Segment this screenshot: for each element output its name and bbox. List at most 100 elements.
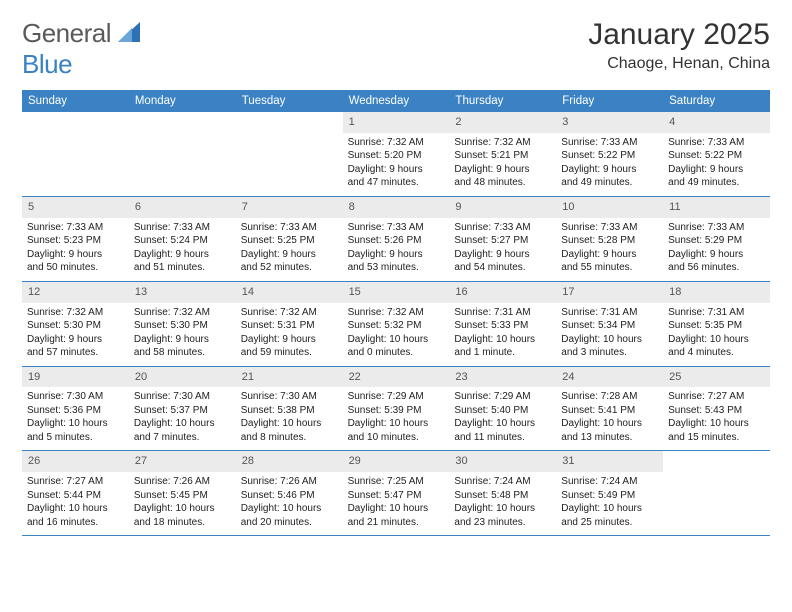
- sunrise-text: Sunrise: 7:33 AM: [561, 136, 658, 150]
- sunset-text: Sunset: 5:41 PM: [561, 404, 658, 418]
- day-number: 29: [343, 451, 450, 472]
- daylight-text: Daylight: 9 hours: [27, 333, 124, 347]
- daylight-text: Daylight: 9 hours: [561, 163, 658, 177]
- daylight-text: Daylight: 10 hours: [241, 502, 338, 516]
- daylight-text: Daylight: 10 hours: [561, 417, 658, 431]
- daylight-text: and 25 minutes.: [561, 516, 658, 530]
- daylight-text: and 58 minutes.: [134, 346, 231, 360]
- daylight-text: and 3 minutes.: [561, 346, 658, 360]
- sunset-text: Sunset: 5:30 PM: [27, 319, 124, 333]
- daylight-text: Daylight: 9 hours: [668, 248, 765, 262]
- daylight-text: and 49 minutes.: [668, 176, 765, 190]
- day-number: 17: [556, 282, 663, 303]
- day-number: 26: [22, 451, 129, 472]
- daylight-text: Daylight: 10 hours: [134, 502, 231, 516]
- sunrise-text: Sunrise: 7:30 AM: [241, 390, 338, 404]
- day-number: 12: [22, 282, 129, 303]
- day-number: 2: [449, 112, 556, 133]
- day-number: 8: [343, 197, 450, 218]
- day-cell: 3Sunrise: 7:33 AMSunset: 5:22 PMDaylight…: [556, 112, 663, 196]
- sunrise-text: Sunrise: 7:32 AM: [27, 306, 124, 320]
- daylight-text: and 10 minutes.: [348, 431, 445, 445]
- sunset-text: Sunset: 5:43 PM: [668, 404, 765, 418]
- daylight-text: and 7 minutes.: [134, 431, 231, 445]
- daylight-text: and 49 minutes.: [561, 176, 658, 190]
- sunrise-text: Sunrise: 7:30 AM: [27, 390, 124, 404]
- daylight-text: Daylight: 10 hours: [454, 417, 551, 431]
- week-row: 5Sunrise: 7:33 AMSunset: 5:23 PMDaylight…: [22, 197, 770, 282]
- day-number: 11: [663, 197, 770, 218]
- dow-header: Thursday: [449, 90, 556, 112]
- daylight-text: Daylight: 9 hours: [348, 248, 445, 262]
- daylight-text: Daylight: 9 hours: [454, 248, 551, 262]
- sunset-text: Sunset: 5:44 PM: [27, 489, 124, 503]
- week-row: 26 Sunrise: 7:27 AMSunset: 5:44 PM Dayligh…: [22, 451, 770, 536]
- day-number: 10: [556, 197, 663, 218]
- sunset-text: Sunset: 5:34 PM: [561, 319, 658, 333]
- sunset-text: Sunset: 5:45 PM: [134, 489, 231, 503]
- sunset-text: Sunset: 5:39 PM: [348, 404, 445, 418]
- sunset-text: Sunset: 5:49 PM: [561, 489, 658, 503]
- daylight-text: Daylight: 9 hours: [241, 248, 338, 262]
- day-cell: 18Sunrise: 7:31 AMSunset: 5:35 PMDayligh…: [663, 282, 770, 366]
- week-row: 1Sunrise: 7:32 AMSunset: 5:20 PMDaylight…: [22, 112, 770, 197]
- day-number: 13: [129, 282, 236, 303]
- dow-row: SundayMondayTuesdayWednesdayThursdayFrid…: [22, 90, 770, 112]
- sunset-text: Sunset: 5:26 PM: [348, 234, 445, 248]
- sunrise-text: Sunrise: 7:25 AM: [348, 475, 445, 489]
- dow-header: Tuesday: [236, 90, 343, 112]
- day-cell: 14Sunrise: 7:32 AMSunset: 5:31 PMDayligh…: [236, 282, 343, 366]
- daylight-text: and 55 minutes.: [561, 261, 658, 275]
- daylight-text: and 11 minutes.: [454, 431, 551, 445]
- daylight-text: and 18 minutes.: [134, 516, 231, 530]
- day-cell: 24Sunrise: 7:28 AMSunset: 5:41 PMDayligh…: [556, 367, 663, 451]
- logo-sail-icon: [118, 18, 140, 49]
- day-number: 20: [129, 367, 236, 388]
- sunset-text: Sunset: 5:31 PM: [241, 319, 338, 333]
- daylight-text: and 50 minutes.: [27, 261, 124, 275]
- daylight-text: and 53 minutes.: [348, 261, 445, 275]
- sunrise-text: Sunrise: 7:27 AM: [27, 475, 124, 489]
- sunset-text: Sunset: 5:35 PM: [668, 319, 765, 333]
- day-cell: 27 Sunrise: 7:26 AMSunset: 5:45 PMDayligh…: [129, 451, 236, 535]
- page-subtitle: Chaoge, Henan, China: [588, 55, 770, 73]
- daylight-text: and 0 minutes.: [348, 346, 445, 360]
- dow-header: Wednesday: [343, 90, 450, 112]
- day-cell: 4Sunrise: 7:33 AMSunset: 5:22 PMDaylight…: [663, 112, 770, 196]
- sunrise-text: Sunrise: 7:33 AM: [668, 136, 765, 150]
- day-cell: [236, 112, 343, 196]
- day-number: 31: [556, 451, 663, 472]
- day-number: 21: [236, 367, 343, 388]
- day-cell: [22, 112, 129, 196]
- sunrise-text: Sunrise: 7:33 AM: [241, 221, 338, 235]
- daylight-text: Daylight: 9 hours: [348, 163, 445, 177]
- sunset-text: Sunset: 5:25 PM: [241, 234, 338, 248]
- logo-text-general: General: [22, 18, 111, 48]
- day-cell: 31Sunrise: 7:24 AMSunset: 5:49 PMDayligh…: [556, 451, 663, 535]
- day-number: 7: [236, 197, 343, 218]
- sunrise-text: Sunrise: 7:26 AM: [134, 475, 231, 489]
- daylight-text: Daylight: 10 hours: [668, 333, 765, 347]
- daylight-text: and 13 minutes.: [561, 431, 658, 445]
- daylight-text: Daylight: 9 hours: [134, 333, 231, 347]
- daylight-text: Daylight: 10 hours: [27, 417, 124, 431]
- day-cell: 8Sunrise: 7:33 AMSunset: 5:26 PMDaylight…: [343, 197, 450, 281]
- daylight-text: Daylight: 10 hours: [134, 417, 231, 431]
- sunrise-text: Sunrise: 7:33 AM: [454, 221, 551, 235]
- day-number: 27: [129, 451, 236, 472]
- daylight-text: Daylight: 10 hours: [348, 502, 445, 516]
- dow-header: Saturday: [663, 90, 770, 112]
- week-row: 19Sunrise: 7:30 AMSunset: 5:36 PMDayligh…: [22, 367, 770, 452]
- day-number: 18: [663, 282, 770, 303]
- sunrise-text: Sunrise: 7:29 AM: [348, 390, 445, 404]
- day-cell: 12 Sunrise: 7:32 AMSunset: 5:30 PMDayligh…: [22, 282, 129, 366]
- sunrise-text: Sunrise: 7:32 AM: [241, 306, 338, 320]
- day-number: 6: [129, 197, 236, 218]
- day-cell: 19Sunrise: 7:30 AMSunset: 5:36 PMDayligh…: [22, 367, 129, 451]
- daylight-text: and 4 minutes.: [668, 346, 765, 360]
- sunrise-text: Sunrise: 7:32 AM: [348, 136, 445, 150]
- sunset-text: Sunset: 5:46 PM: [241, 489, 338, 503]
- daylight-text: Daylight: 9 hours: [561, 248, 658, 262]
- daylight-text: and 15 minutes.: [668, 431, 765, 445]
- daylight-text: and 52 minutes.: [241, 261, 338, 275]
